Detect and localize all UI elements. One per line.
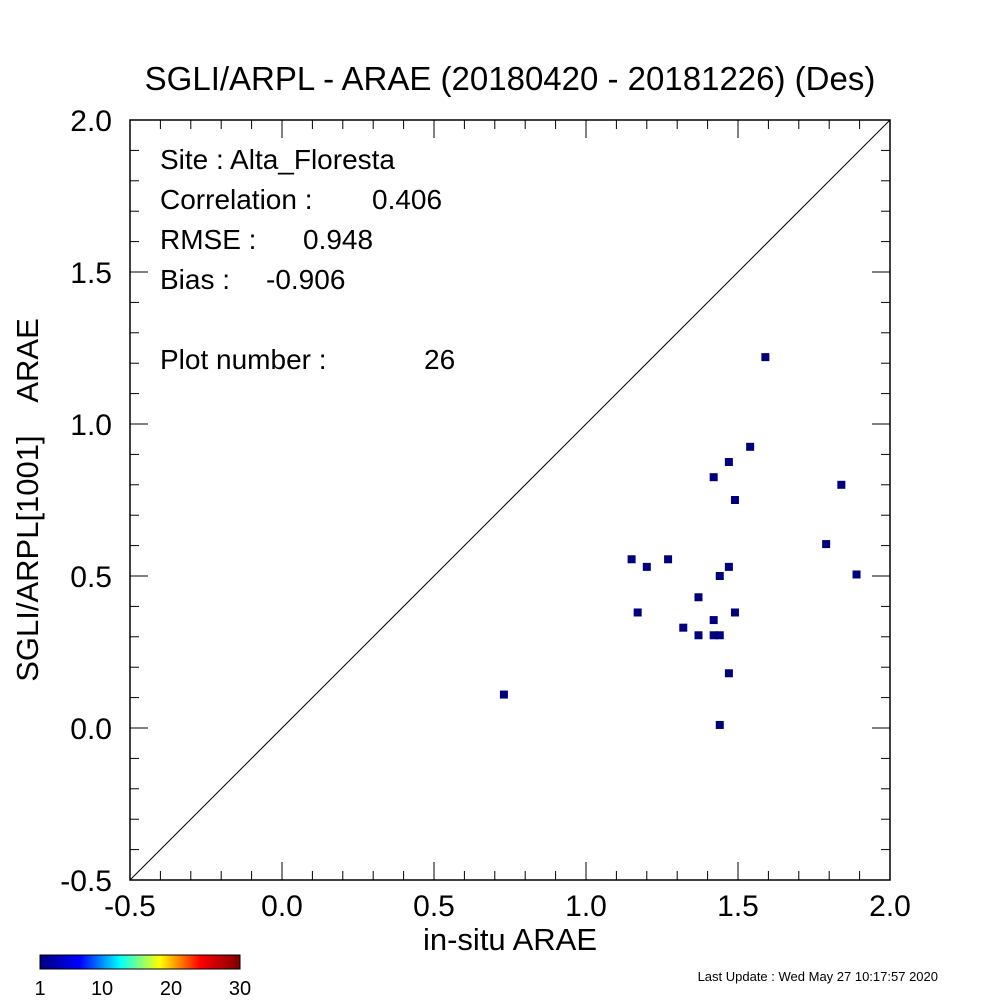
y-tick-label: 1.0 xyxy=(70,409,112,442)
data-point xyxy=(694,631,703,640)
data-point xyxy=(724,562,733,571)
y-tick-label: 0.5 xyxy=(70,561,112,594)
data-point xyxy=(837,480,846,489)
data-point xyxy=(694,593,703,602)
data-point xyxy=(633,608,642,617)
data-point xyxy=(709,473,718,482)
colorbar-tick-label: 10 xyxy=(91,978,113,1000)
colorbar-ticks: 1 10 20 30 xyxy=(34,978,251,1000)
data-point xyxy=(746,442,755,451)
data-point xyxy=(724,669,733,678)
data-point xyxy=(761,353,770,362)
x-tick-label: 1.0 xyxy=(565,890,607,923)
plot-frame xyxy=(129,119,891,881)
colorbar-tick-label: 1 xyxy=(34,978,45,1000)
stats-annotation: Site : Alta_Floresta Correlation : 0.406… xyxy=(160,144,455,375)
x-tick-label: 0.5 xyxy=(413,890,455,923)
x-tick-labels: -0.5 0.0 0.5 1.0 1.5 2.0 xyxy=(104,890,911,923)
data-point xyxy=(664,555,673,564)
data-point xyxy=(715,631,724,640)
data-point xyxy=(852,570,861,579)
y-tick-label: 2.0 xyxy=(70,105,112,138)
x-tick-label: -0.5 xyxy=(104,890,156,923)
data-point xyxy=(715,720,724,729)
data-point xyxy=(724,458,733,466)
data-point xyxy=(709,631,718,640)
rmse-label: RMSE : xyxy=(160,224,256,255)
data-point xyxy=(715,572,724,580)
bias-label: Bias : xyxy=(160,264,230,295)
plot-number-value: 26 xyxy=(424,344,455,375)
one-to-one-line xyxy=(130,120,890,880)
x-tick-label: 1.5 xyxy=(717,890,759,923)
bias-value: -0.906 xyxy=(266,264,345,295)
x-tick-label: 0.0 xyxy=(261,890,303,923)
y-tick-label: 1.5 xyxy=(70,257,112,290)
data-point xyxy=(709,616,718,625)
y-tick-label: -0.5 xyxy=(60,865,112,898)
colorbar: 1 10 20 30 xyxy=(34,954,251,1000)
last-update-text: Last Update : Wed May 27 10:17:57 2020 xyxy=(697,969,938,984)
x-tick-label: 2.0 xyxy=(869,890,911,923)
data-point xyxy=(627,555,636,564)
data-point xyxy=(642,562,651,571)
colorbar-tick-label: 20 xyxy=(160,978,182,1000)
correlation-value: 0.406 xyxy=(372,184,442,215)
site-label: Site : Alta_Floresta xyxy=(160,144,395,175)
colorbar-tick-label: 30 xyxy=(229,978,251,1000)
y-tick-labels: -0.5 0.0 0.5 1.0 1.5 2.0 xyxy=(60,105,112,898)
colorbar-gradient xyxy=(39,954,241,970)
chart-title: SGLI/ARPL - ARAE (20180420 - 20181226) (… xyxy=(145,60,876,97)
plot-number-label: Plot number : xyxy=(160,344,327,375)
data-point xyxy=(822,540,831,549)
data-point xyxy=(730,608,739,617)
y-tick-label: 0.0 xyxy=(70,713,112,746)
y-axis-label: SGLI/ARPL[1001] ARAE xyxy=(10,318,45,682)
correlation-label: Correlation : xyxy=(160,184,313,215)
data-point xyxy=(679,623,688,632)
data-point xyxy=(499,690,508,699)
data-points xyxy=(499,353,861,729)
x-axis-label: in-situ ARAE xyxy=(423,922,597,957)
rmse-value: 0.948 xyxy=(303,224,373,255)
data-point xyxy=(730,496,739,504)
